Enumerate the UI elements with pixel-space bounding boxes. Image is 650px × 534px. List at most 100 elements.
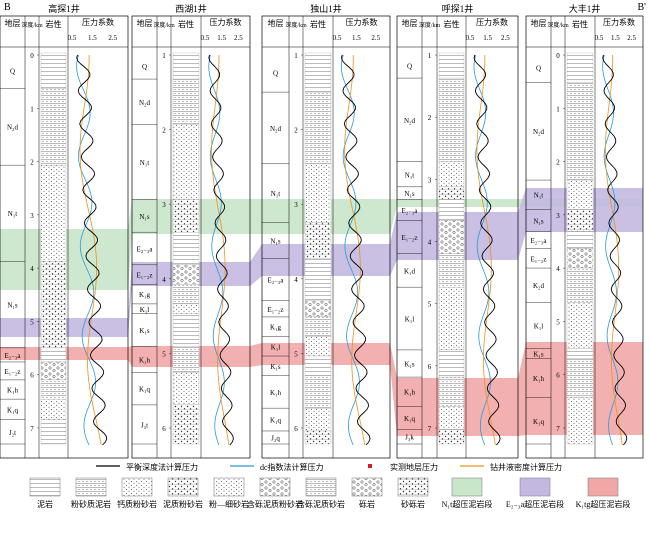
strata-label: Q [10, 68, 15, 76]
header-pressure: 压力系数 [346, 17, 378, 27]
header-depth: 深度/km [153, 21, 175, 29]
lithology-swatch [351, 477, 383, 497]
lithology-interval [566, 358, 594, 398]
strata-label: K₁h [139, 356, 150, 364]
header-lithology: 岩性 [572, 19, 588, 29]
lithology-label: 含砾泥质粉砂岩 [247, 499, 303, 509]
lithology-label: 砾岩 [359, 499, 375, 509]
strata-label: K₂d [533, 282, 544, 290]
equivalent-depth-curve [473, 54, 501, 446]
zone-n1t [0, 199, 643, 290]
strata-label: N₁s [139, 213, 149, 221]
lithology-swatch [167, 477, 199, 497]
dc-exponent-curve [76, 54, 97, 446]
lithology-interval [172, 199, 200, 233]
strata-label: N₁t [271, 190, 280, 198]
pressure-tick: 1.5 [217, 34, 226, 42]
lithology-interval [438, 406, 465, 430]
lithology-interval [40, 52, 67, 89]
pressure-tick: 2.5 [108, 34, 117, 42]
well-name: 大丰1井 [569, 3, 601, 14]
pressure-tick: 1.5 [352, 34, 361, 42]
strata-label: K₁q [270, 417, 281, 425]
zone-label: N₁t超压泥岩段 [442, 499, 493, 509]
lithology-interval [172, 124, 200, 200]
well-name: 高探1井 [48, 3, 80, 14]
pressure-tick: 2.5 [234, 34, 243, 42]
lithology-interval [566, 179, 594, 210]
header-strata: 地层 [268, 18, 284, 28]
lithology-interval [438, 77, 465, 162]
lithology-interval [172, 264, 200, 285]
dc-exponent-curve [340, 54, 360, 446]
pressure-tick: 0.5 [333, 34, 342, 42]
strata-label: K₁h [270, 389, 281, 397]
mud-density-curve [344, 54, 366, 446]
pressure-tick: 2.5 [501, 34, 510, 42]
header-depth: 深度/km [285, 21, 307, 29]
header-strata: 地层 [531, 18, 547, 28]
zone-label: E₂₋₃a超压泥岩段 [506, 499, 564, 509]
lithology-interval [566, 248, 594, 269]
strata-label: N₂d [533, 128, 544, 136]
header-pressure: 压力系数 [82, 17, 114, 27]
header-pressure: 压力系数 [210, 17, 242, 27]
lithology-swatch [397, 477, 429, 497]
dc-exponent-curve [473, 54, 491, 446]
strata-label: K₁g [270, 324, 281, 332]
lithology-swatch [75, 477, 107, 497]
mud-density-curve [211, 54, 230, 446]
lithology-interval [172, 346, 200, 373]
equivalent-depth-curve [76, 54, 108, 446]
strata-label: N₁s [7, 302, 17, 310]
lithology-interval [40, 261, 67, 349]
depth-label: 1 [162, 52, 166, 60]
strata-label: E₂₋₃a [268, 276, 285, 284]
lithology-interval [566, 397, 594, 445]
lithology-label: 钙质粉砂岩 [117, 499, 157, 509]
strata-label: K₁h [533, 375, 544, 383]
lithology-interval [172, 78, 200, 125]
pressure-tick: 1.5 [88, 34, 97, 42]
lithology-label: 泥质粉砂岩 [163, 499, 203, 509]
depth-label: 6 [162, 425, 166, 433]
pressure-tick: 2.5 [371, 34, 380, 42]
strata-label: K₁l [534, 322, 543, 330]
strata-label: K₁g [139, 291, 150, 299]
lithology-interval [172, 372, 200, 406]
strata-label: K₁s [270, 363, 280, 371]
strata-label: E₂₋₃a [137, 246, 154, 254]
strata-label: K₁l [140, 306, 149, 314]
lithology-interval [438, 199, 465, 221]
zone-label: K₁tg超压泥岩段 [576, 499, 631, 509]
lithology-interval [304, 222, 332, 259]
well-frame [131, 15, 251, 459]
strata-label: E₁₋₂z [402, 234, 418, 242]
lithology-interval [304, 52, 332, 93]
header-depth: 深度/km [419, 21, 441, 29]
lithology-interval [438, 253, 465, 288]
strata-label: N₁t [140, 159, 149, 167]
strata-label: J₃t [141, 421, 148, 429]
depth-label: 1 [30, 105, 34, 113]
strata-label: N₁s [533, 217, 543, 225]
lithology-interval [566, 209, 594, 232]
lithology-interval [438, 287, 465, 351]
depth-label: 1 [428, 52, 432, 60]
strata-label: E₁₋₂z [531, 255, 547, 263]
lithology-interval [566, 231, 594, 249]
equivalent-depth-curve [341, 54, 371, 446]
header-strata: 地层 [137, 18, 153, 28]
header-pressure: 压力系数 [476, 17, 508, 27]
well-frame [0, 15, 129, 459]
lithology-interval [172, 404, 200, 445]
zone-swatch [519, 477, 551, 497]
strata-label: E₂₋₃a [402, 207, 419, 215]
lithology-interval [172, 52, 200, 80]
header-lithology: 岩性 [178, 19, 194, 29]
lithology-swatch [29, 477, 61, 497]
